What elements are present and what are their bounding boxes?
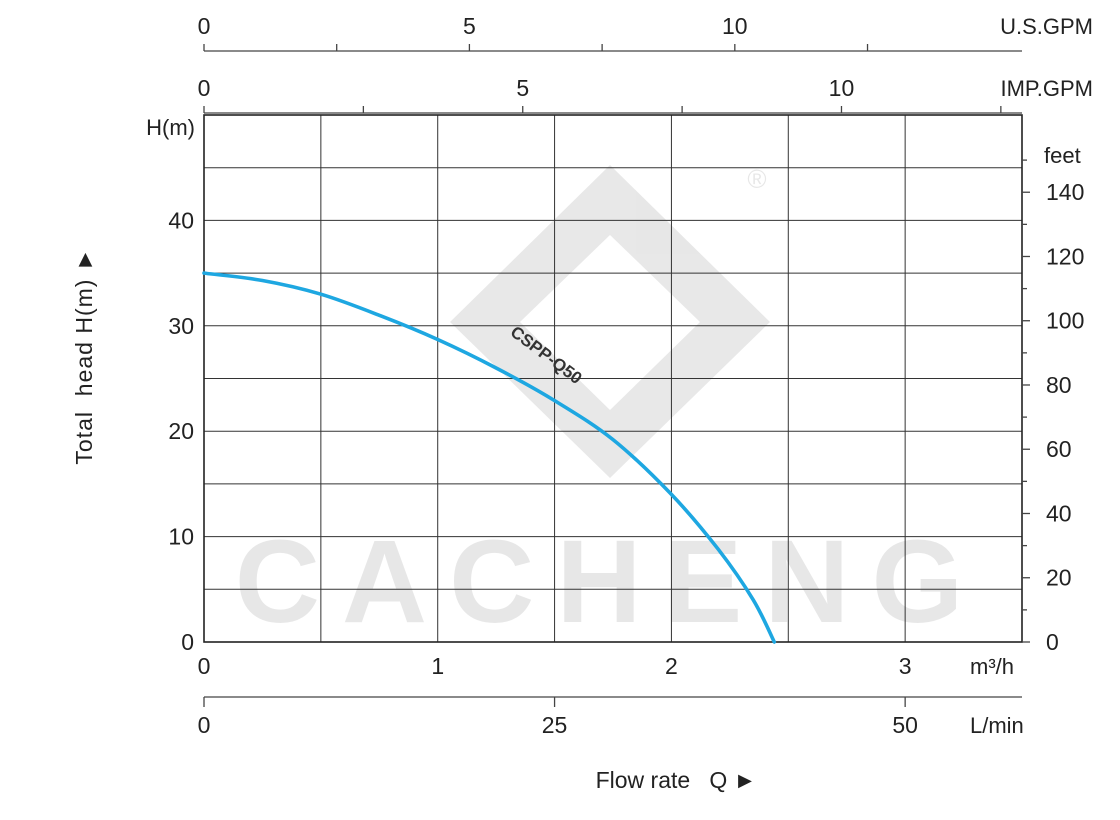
x-tick-label: 2 [665, 653, 678, 679]
y-tick-label: 0 [181, 629, 194, 655]
y-tick-label: 10 [168, 524, 194, 550]
x-tick-label: 1 [431, 653, 444, 679]
l-min-tick-label: 0 [198, 712, 211, 738]
y-tick-label: 40 [168, 207, 194, 233]
us-gpm-axis-label: U.S.GPM [1000, 14, 1093, 39]
y-axis-title: Total head H(m) ► [71, 247, 97, 464]
watermark-diamond-icon [450, 165, 770, 478]
y-unit-label: H(m) [146, 115, 195, 140]
axis-ticks [203, 44, 1030, 707]
imp-gpm-axis-label: IMP.GPM [1000, 76, 1093, 101]
feet-tick-label: 40 [1046, 500, 1072, 526]
grid-lines [204, 115, 1022, 642]
imp-gpm-tick-label: 0 [198, 75, 211, 101]
watermark-registered-mark: ® [747, 164, 766, 194]
l-min-tick-label: 25 [542, 712, 568, 738]
plot-frame [203, 114, 1023, 643]
watermark-logo: CACHENG ® [235, 164, 986, 648]
feet-axis-label: feet [1044, 143, 1081, 168]
feet-tick-label: 0 [1046, 629, 1059, 655]
l-min-axis-label: L/min [970, 713, 1024, 738]
x-tick-label: 3 [899, 653, 912, 679]
watermark-text: CACHENG [235, 516, 986, 648]
feet-tick-label: 100 [1046, 308, 1084, 334]
y-tick-label: 20 [168, 418, 194, 444]
y-tick-label: 30 [168, 313, 194, 339]
us-gpm-tick-label: 0 [198, 13, 211, 39]
feet-tick-label: 80 [1046, 372, 1072, 398]
x-tick-label: 0 [198, 653, 211, 679]
feet-tick-label: 20 [1046, 565, 1072, 591]
feet-tick-label: 60 [1046, 436, 1072, 462]
series-line-cspp-q50 [202, 271, 777, 644]
us-gpm-tick-label: 5 [463, 13, 476, 39]
l-min-tick-label: 50 [892, 712, 918, 738]
x-axis-title: Flow rate Q ► [596, 767, 757, 793]
imp-gpm-tick-label: 10 [829, 75, 855, 101]
feet-tick-label: 120 [1046, 243, 1084, 269]
us-gpm-tick-label: 10 [722, 13, 748, 39]
imp-gpm-tick-label: 5 [516, 75, 529, 101]
feet-tick-label: 140 [1046, 179, 1084, 205]
x-unit-label: m³/h [970, 654, 1014, 679]
